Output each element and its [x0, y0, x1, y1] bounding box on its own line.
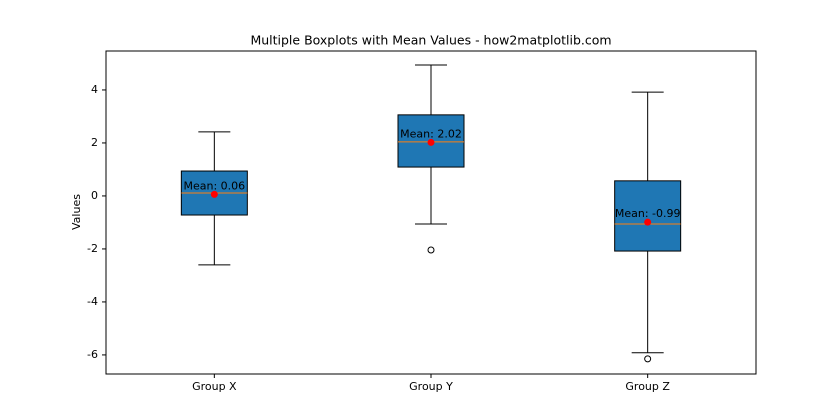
y-tick-label: 4	[91, 83, 98, 96]
y-tick-label: 2	[91, 136, 98, 149]
outlier	[644, 355, 652, 363]
mean-label: Mean: 2.02	[400, 127, 462, 140]
outlier	[427, 246, 435, 254]
x-tick-label: Group X	[192, 380, 237, 393]
mean-marker	[644, 218, 652, 226]
mean-label: Mean: -0.99	[615, 207, 681, 220]
y-tick-label: -4	[87, 295, 98, 308]
y-tick-label: -2	[87, 242, 98, 255]
mean-label: Mean: 0.06	[183, 179, 245, 192]
chart-title: Multiple Boxplots with Mean Values - how…	[250, 33, 611, 48]
x-tick-label: Group Y	[409, 380, 453, 393]
mean-marker	[427, 138, 435, 146]
y-tick-label: 0	[91, 189, 98, 202]
x-tick-label: Group Z	[625, 380, 670, 393]
plot-frame	[105, 50, 757, 375]
y-tick-label: -6	[87, 348, 98, 361]
mean-marker	[210, 190, 218, 198]
box	[614, 180, 682, 252]
y-axis-label: Values	[70, 194, 83, 230]
